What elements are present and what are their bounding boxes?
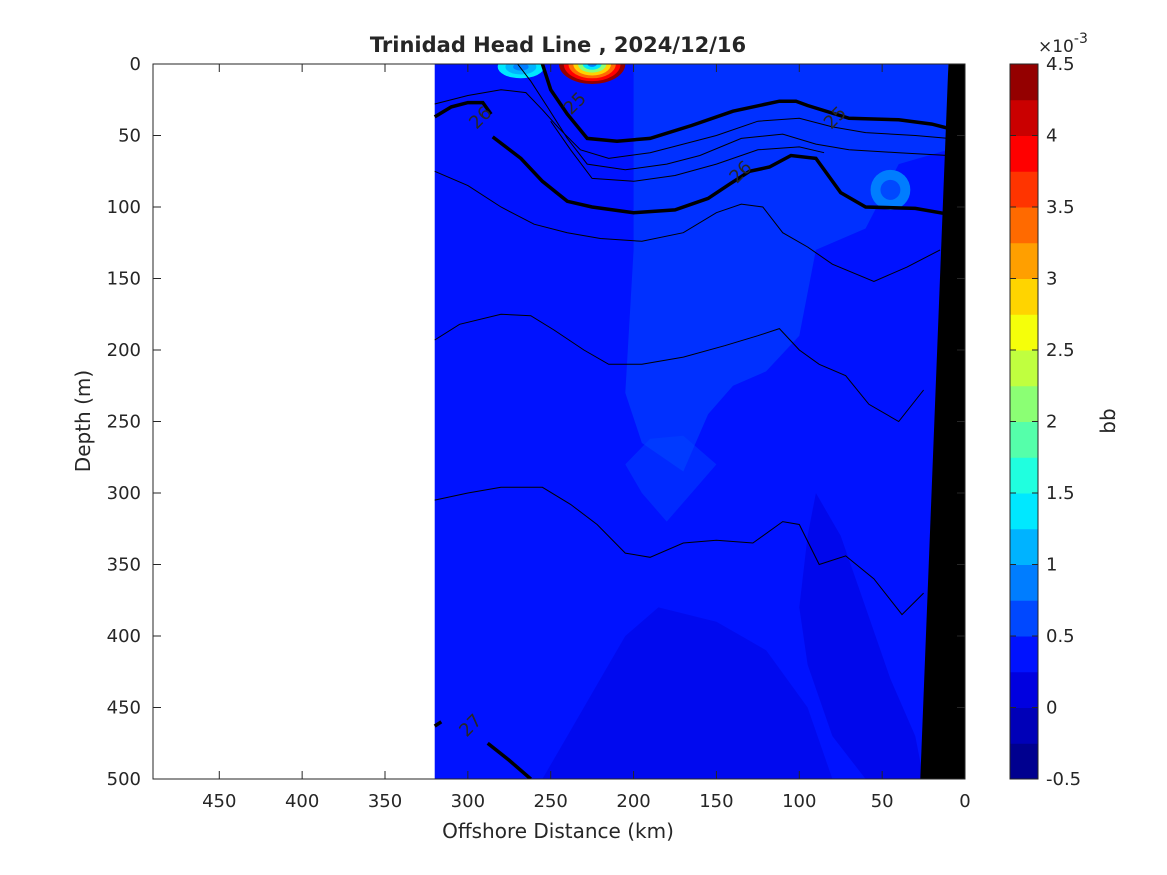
colorbar-tick-label: 3.5 [1046,197,1075,218]
colorbar-tick-label: 0 [1046,698,1057,719]
colorbar-segment [1010,207,1038,244]
colorbar-tick-label: 2.5 [1046,340,1075,361]
isopycnal-contour-thin [517,64,949,171]
x-tick-label: 200 [616,791,650,812]
colorbar-tick-label: 0.5 [1046,626,1075,647]
chart-title: Trinidad Head Line , 2024/12/16 [370,33,746,57]
colorbar-segment [1010,385,1038,422]
y-tick-label: 250 [107,412,141,433]
shading-patch [799,493,924,779]
y-tick-label: 300 [107,483,141,504]
x-tick-label: 100 [782,791,816,812]
colorbar-exponent: ×10-3 [1038,31,1088,57]
colorbar-tick-label: 4.5 [1046,54,1075,75]
colorbar-segment [1010,743,1038,780]
x-tick-label: 300 [451,791,485,812]
isopycnal-contour-bold [491,135,949,216]
colorbar-segment [1010,707,1038,744]
y-tick-label: 100 [107,197,141,218]
colorbar-label: bb [1096,408,1120,433]
bb-blob [513,64,529,71]
shading-patch [625,64,949,472]
colorbar-segment [1010,564,1038,601]
isopycnal-contour-bold [486,741,532,779]
svg-text:×10-3: ×10-3 [1038,31,1088,57]
y-tick-label: 500 [107,769,141,790]
x-axis-label: Offshore Distance (km) [442,819,674,843]
colorbar-segment [1010,421,1038,458]
colorbar-segment [1010,600,1038,637]
colorbar-segment [1010,671,1038,708]
bb-blob [880,179,901,200]
bb-blob [587,64,597,67]
isopycnal-contour-bold [433,720,443,728]
y-axis-label: Depth (m) [71,370,95,472]
colorbar-segment [1010,135,1038,172]
colorbar-exponent-base: ×10 [1038,37,1074,57]
isopycnal-contour-thin [434,486,924,616]
colorbar-segment [1010,64,1038,101]
y-tick-label: 450 [107,698,141,719]
isopycnal-contour-thin [434,170,941,282]
x-tick-label: 400 [285,791,319,812]
y-tick-label: 0 [130,54,141,75]
x-tick-label: 350 [368,791,402,812]
colorbar: 4.5 4 3.5 3 2.5 2 1.5 1 0.5 0 -0.5 [1009,54,1081,790]
y-tick-label: 150 [107,269,141,290]
x-tick-label: 450 [202,791,236,812]
colorbar-segment [1010,636,1038,673]
colorbar-tick-label: 1 [1046,555,1057,576]
colorbar-tick-label: 3 [1046,269,1057,290]
colorbar-segment [1010,278,1038,315]
isopycnal-contour-bold [540,64,949,143]
colorbar-segment [1010,171,1038,208]
colorbar-segment [1010,350,1038,387]
shading-patch [625,435,717,522]
colorbar-segment [1010,528,1038,565]
x-tick-label: 50 [871,791,894,812]
colorbar-tick-label: 4 [1046,126,1057,147]
y-tick-label: 350 [107,555,141,576]
isopycnal-contour-thin [550,120,825,182]
colorbar-segment [1010,99,1038,136]
x-tick-label: 250 [534,791,568,812]
isopycnal-contour-thin [434,313,924,423]
colorbar-segment [1010,314,1038,351]
colorbar-segment [1010,457,1038,494]
isopycnal-contour-bold [433,100,493,119]
x-tick-label: 150 [699,791,733,812]
colorbar-segment [1010,242,1038,279]
axes: 450 400 350 300 250 200 150 100 50 00501001502002… [107,54,971,812]
y-tick-label: 50 [118,126,141,147]
isopycnal-contour-thin [434,89,949,159]
bottom-topography [920,64,965,779]
shading-patch [542,607,833,779]
y-tick-label: 400 [107,626,141,647]
x-tick-label: 0 [959,791,970,812]
y-tick-label: 200 [107,340,141,361]
colorbar-tick-label: 2 [1046,412,1057,433]
colorbar-exponent-power: -3 [1074,31,1088,47]
colorbar-tick-label: -0.5 [1046,769,1081,790]
colorbar-tick-label: 1.5 [1046,483,1075,504]
colorbar-segment [1010,493,1038,530]
